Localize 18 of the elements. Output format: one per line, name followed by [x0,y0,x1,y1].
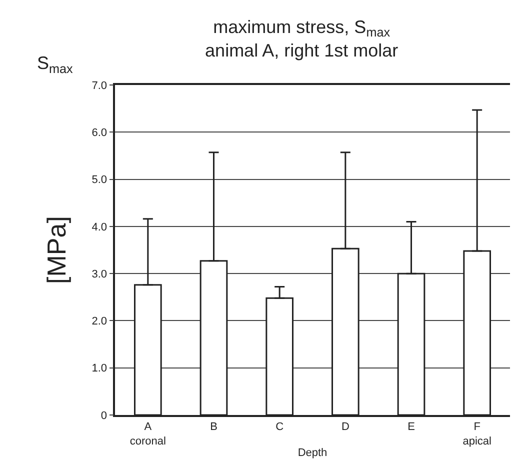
text: S$_{max}$ [37,53,74,76]
y-tick-label: 3.0 [92,268,108,280]
y-tick-label: 7.0 [92,80,108,92]
x-tick-label: A coronal [130,420,166,448]
x-tick-label: C [276,420,284,433]
y-tick-label: 6.0 [92,126,108,139]
x-tick-label: F apical [462,420,492,448]
x-tick-label: D [341,420,350,433]
y-tick-label: 5.0 [92,174,108,186]
chart-title: maximum stress, S$_{max}$ animal A, right 1st molar [205,16,398,60]
x-tick-label: E [408,420,415,433]
y-tick-label: 2.0 [92,316,108,328]
x-tick-label: B [210,420,218,433]
y-tick-label: 4.0 [92,221,108,234]
x-axis-title: Depth [298,446,328,459]
y-tick-label: 0 [100,410,108,422]
y-tick-label: 1.0 [92,362,108,375]
y-axis-title: [MPa] [42,216,72,284]
